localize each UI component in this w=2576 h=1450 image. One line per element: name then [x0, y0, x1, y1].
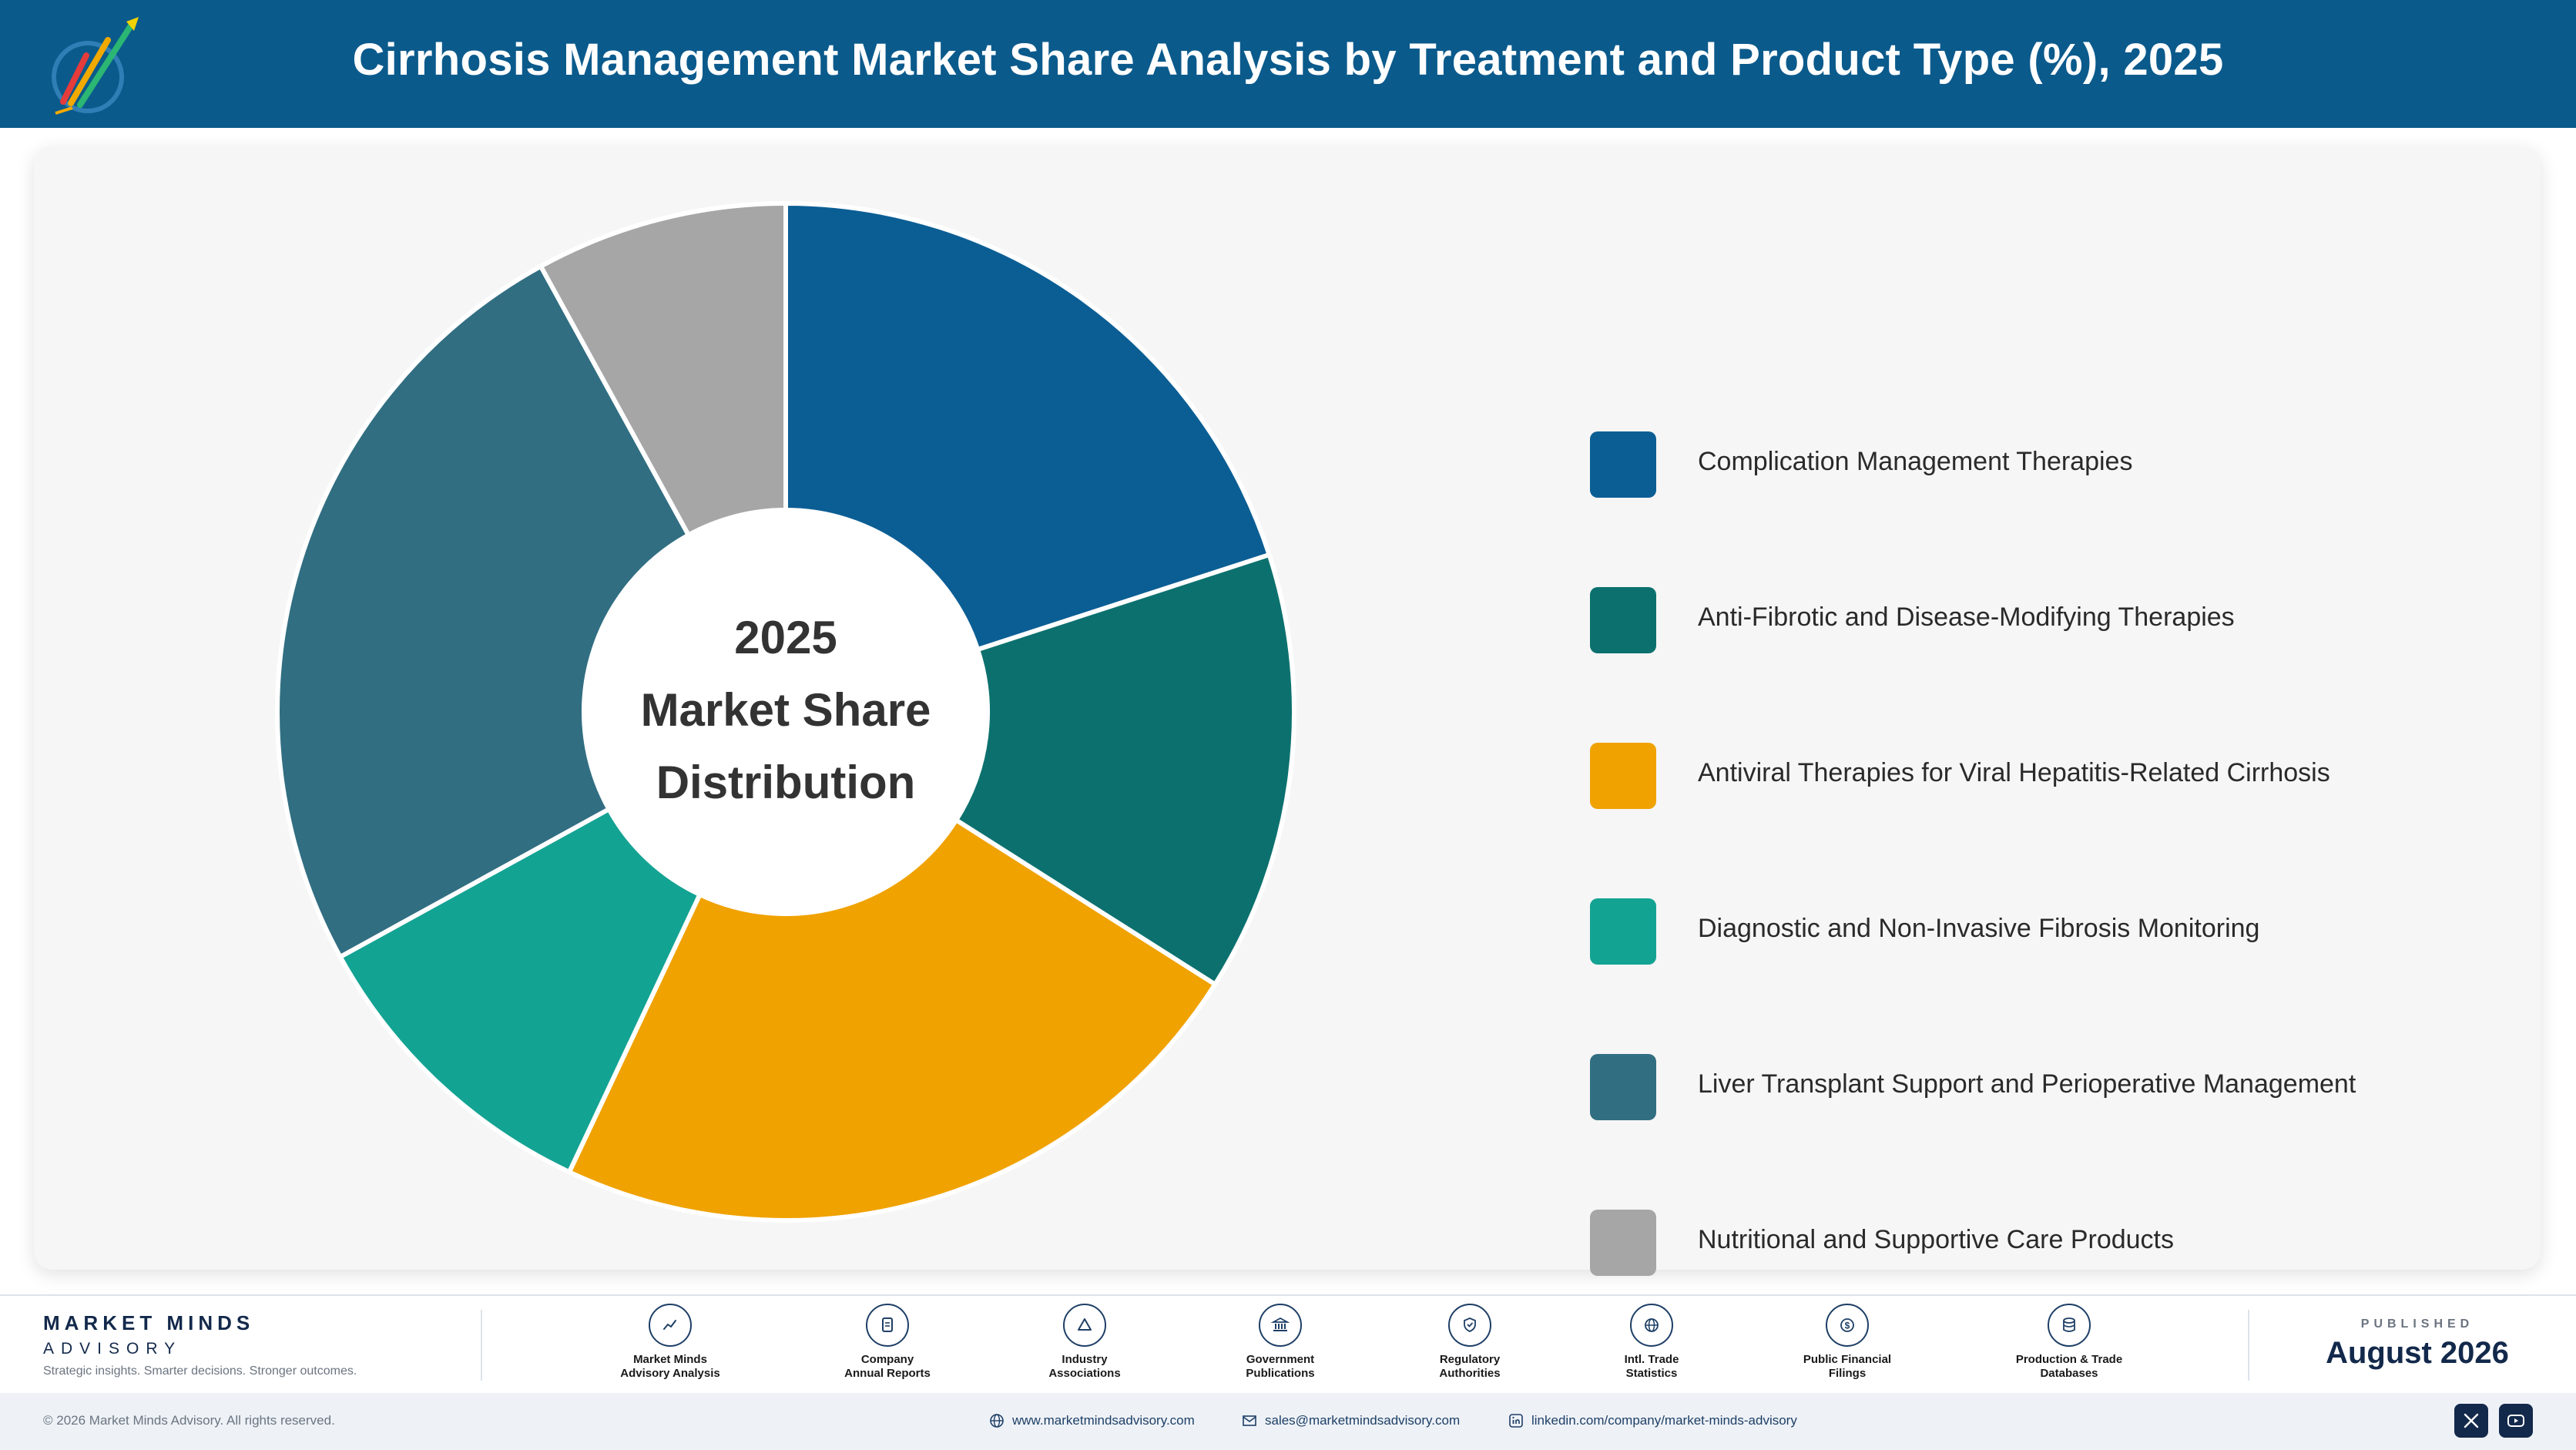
website-link[interactable]: www.marketmindsadvisory.com	[989, 1413, 1195, 1428]
legend-label: Antiviral Therapies for Viral Hepatitis-…	[1698, 758, 2330, 787]
source-label: Government Publications	[1246, 1353, 1315, 1380]
donut-hole	[584, 510, 988, 914]
center-label-line-1: 2025	[734, 612, 837, 663]
chart-card: 2025 Market Share Distribution Complicatio…	[34, 146, 2541, 1276]
legend-label: Nutritional and Supportive Care Products	[1698, 1225, 2174, 1254]
legend-swatch	[1590, 587, 1656, 653]
header-bar: Cirrhosis Management Market Share Analys…	[0, 0, 2576, 128]
source-item: $ Public Financial Filings	[1763, 1304, 1932, 1381]
x-social-button[interactable]	[2454, 1404, 2488, 1438]
brand-name: MARKET MINDS	[43, 1311, 255, 1334]
legend-label: Diagnostic and Non-Invasive Fibrosis Mon…	[1698, 914, 2260, 943]
legend-label: Complication Management Therapies	[1698, 447, 2133, 476]
youtube-social-button[interactable]	[2499, 1404, 2533, 1438]
published-date: August 2026	[2326, 1336, 2509, 1370]
legend-label: Liver Transplant Support and Perioperati…	[1698, 1069, 2356, 1099]
footer-divider	[481, 1310, 482, 1381]
source-label: Regulatory Authorities	[1439, 1353, 1501, 1380]
network-icon	[1063, 1304, 1106, 1347]
page-title: Cirrhosis Management Market Share Analys…	[352, 35, 2224, 85]
source-label: Industry Associations	[1048, 1353, 1121, 1380]
footer-divider	[2248, 1310, 2249, 1381]
center-label-line-2: Market Share	[641, 684, 931, 736]
company-logo	[52, 17, 139, 115]
legend-swatch	[1590, 1210, 1656, 1276]
legend-label: Anti-Fibrotic and Disease-Modifying Ther…	[1698, 602, 2235, 632]
brand-subtitle: ADVISORY	[43, 1340, 183, 1358]
source-item: Industry Associations	[1000, 1304, 1169, 1381]
svg-text:$: $	[1845, 1321, 1850, 1331]
shield-check-icon	[1448, 1304, 1491, 1347]
globe-icon	[990, 1414, 1004, 1428]
mail-icon	[1243, 1415, 1256, 1426]
trend-chart-icon	[649, 1304, 692, 1347]
document-icon	[866, 1304, 909, 1347]
linkedin-link[interactable]: linkedin.com/company/market-minds-adviso…	[1508, 1413, 1797, 1428]
globe-icon	[1630, 1304, 1673, 1347]
source-item: Government Publications	[1196, 1304, 1365, 1381]
legend-item: Complication Management Therapies	[1590, 431, 2514, 498]
email-link[interactable]: sales@marketmindsadvisory.com	[1242, 1413, 1460, 1428]
footer-brand: MARKET MINDS ADVISORY Strategic insights…	[43, 1311, 357, 1378]
legend-swatch	[1590, 743, 1656, 809]
source-label: Public Financial Filings	[1803, 1353, 1892, 1380]
source-label: Market Minds Advisory Analysis	[620, 1353, 720, 1380]
data-sources: Market Minds Advisory Analysis Company Annu…	[585, 1304, 2311, 1388]
bottom-bar: © 2026 Market Minds Advisory. All rights…	[0, 1393, 2576, 1450]
legend-item: Nutritional and Supportive Care Products	[1590, 1210, 2514, 1276]
legend-item: Antiviral Therapies for Viral Hepatitis-…	[1590, 743, 2514, 809]
linkedin-text: linkedin.com/company/market-minds-adviso…	[1531, 1413, 1797, 1428]
website-text: www.marketmindsadvisory.com	[1012, 1413, 1195, 1428]
source-label: Intl. Trade Statistics	[1624, 1353, 1679, 1380]
published-block: PUBLISHED August 2026	[2302, 1317, 2533, 1371]
dollar-icon: $	[1826, 1304, 1869, 1347]
legend-swatch	[1590, 1054, 1656, 1120]
legend-item: Anti-Fibrotic and Disease-Modifying Ther…	[1590, 587, 2514, 653]
center-label-line-3: Distribution	[656, 757, 916, 808]
source-label: Company Annual Reports	[844, 1353, 931, 1380]
brand-tagline: Strategic insights. Smarter decisions. S…	[43, 1364, 357, 1378]
database-icon	[2048, 1304, 2091, 1347]
legend-item: Diagnostic and Non-Invasive Fibrosis Mon…	[1590, 898, 2514, 965]
government-building-icon	[1259, 1304, 1302, 1347]
source-item: Production & Trade Databases	[1984, 1304, 2154, 1381]
youtube-icon	[2507, 1415, 2524, 1427]
source-label: Production & Trade Databases	[2015, 1353, 2123, 1380]
donut-chart: 2025 Market Share Distribution	[275, 200, 1297, 1223]
source-item: Regulatory Authorities	[1385, 1304, 1555, 1381]
legend-swatch	[1590, 431, 1656, 498]
published-label: PUBLISHED	[2360, 1317, 2474, 1331]
source-item: Intl. Trade Statistics	[1567, 1304, 1736, 1381]
email-text: sales@marketmindsadvisory.com	[1265, 1413, 1461, 1428]
source-item: Market Minds Advisory Analysis	[585, 1304, 755, 1381]
x-icon	[2464, 1413, 2479, 1428]
legend-item: Liver Transplant Support and Perioperati…	[1590, 1054, 2514, 1120]
legend-swatch	[1590, 898, 1656, 965]
linkedin-icon	[1509, 1414, 1523, 1428]
copyright-text: © 2026 Market Minds Advisory. All rights…	[43, 1413, 335, 1428]
source-item: Company Annual Reports	[803, 1304, 972, 1381]
